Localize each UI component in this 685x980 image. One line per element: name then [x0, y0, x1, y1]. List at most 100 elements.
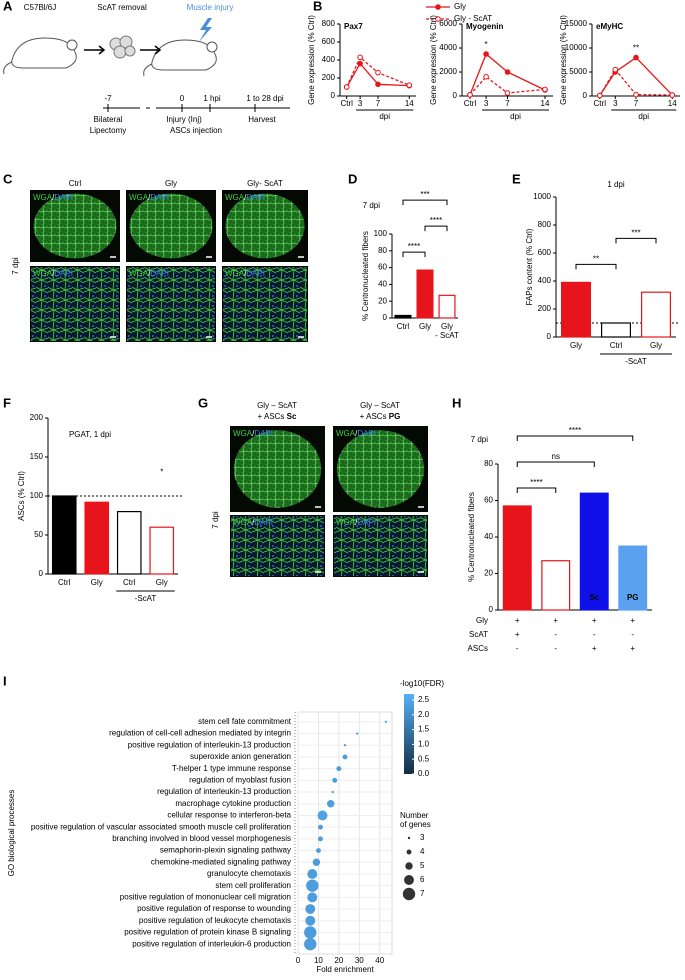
stain-label: WGA/DAPI — [33, 193, 73, 202]
fat-pad — [109, 35, 136, 59]
point — [336, 766, 342, 772]
point — [375, 81, 381, 88]
panel-label: E — [512, 171, 521, 186]
y-tick-label: regulation of myoblast fusion — [189, 775, 291, 784]
x-axis-label: dpi — [379, 112, 390, 121]
stain-b: DAPI — [254, 518, 273, 527]
y-tick-label: superoxide anion generation — [190, 752, 291, 761]
significance-bracket — [424, 225, 448, 232]
y-tick-label: 0 — [583, 91, 588, 100]
stain-a: WGA — [336, 518, 356, 527]
step: Muscle injury — [187, 3, 234, 12]
significance-bracket — [516, 461, 595, 467]
table-cell: + — [553, 616, 558, 625]
size-key — [405, 862, 413, 870]
chart-title: PGAT, 1 dpi — [69, 430, 111, 439]
bar — [502, 505, 532, 611]
point — [384, 720, 388, 724]
muscle-fibers — [223, 267, 307, 341]
point — [633, 54, 639, 61]
mouse — [143, 39, 218, 77]
panel-label: H — [452, 395, 461, 410]
series-line — [599, 56, 673, 96]
x-tick-label: Ctrl — [58, 578, 71, 587]
y-tick-label: T-helper 1 type immune response — [172, 764, 292, 773]
point — [483, 51, 489, 57]
point — [331, 790, 334, 794]
y-axis-label: ASCs (% Ctrl) — [17, 471, 26, 521]
bar — [640, 291, 671, 338]
bar — [394, 314, 412, 319]
x-tick-label: Gly — [441, 322, 453, 331]
legend-title: Number — [400, 811, 429, 820]
point — [304, 937, 317, 951]
y-tick-label: semaphorin-plexin signaling pathway — [160, 846, 291, 855]
bar — [541, 560, 571, 611]
y-tick-label: 20 — [378, 296, 387, 305]
arrow — [84, 45, 162, 55]
significance: ** — [593, 255, 599, 264]
column-title: Gly – ScAT — [360, 401, 400, 410]
y-tick-label: 40 — [378, 280, 387, 289]
y-tick-label: 800 — [322, 19, 336, 28]
muscle-fibers — [231, 516, 324, 576]
significance: *** — [631, 229, 640, 238]
significance: **** — [430, 216, 442, 225]
stain-sep: / — [355, 429, 358, 438]
x-tick-label: 3 — [613, 99, 618, 108]
x-tick-label: Gly — [570, 341, 582, 350]
stain-a: WGA — [336, 429, 356, 438]
bar — [600, 322, 631, 338]
x-tick-label: Gly — [156, 578, 168, 587]
table-cell: + — [515, 616, 520, 625]
point — [612, 66, 619, 73]
significance: ** — [633, 44, 639, 53]
event: ASCs injection — [170, 126, 222, 135]
point — [318, 824, 323, 830]
muscle-section — [33, 193, 117, 259]
y-tick-label: 800 — [538, 220, 552, 229]
point — [307, 892, 318, 903]
size-label: 7 — [420, 889, 425, 898]
y-tick-label: 400 — [538, 276, 552, 285]
y-tick-label: 0 — [331, 91, 336, 100]
significance: * — [160, 467, 163, 476]
y-tick-label: 600 — [322, 37, 336, 46]
stain-label: WGA/DAPI — [233, 429, 273, 438]
table-cell: - — [554, 630, 557, 639]
muscle-fibers — [334, 516, 427, 576]
y-axis-label: Gene expression (% Ctrl) — [307, 15, 316, 105]
strain: C57Bl/6J — [24, 3, 56, 12]
y-tick-label: 200 — [30, 413, 44, 422]
y-tick-label: 0 — [547, 332, 552, 341]
y-tick-label: 10000 — [565, 43, 588, 52]
table-cell: + — [515, 630, 520, 639]
stain-b: DAPI — [54, 269, 73, 278]
colorbar-label: 0.0 — [418, 769, 430, 778]
point — [304, 926, 317, 939]
y-tick-label: regulation of interleukin-13 production — [157, 787, 291, 796]
y-axis-label: % Centronucleated fibers — [361, 231, 370, 321]
legend-marker — [435, 16, 441, 22]
chart-title: 7 dpi — [471, 435, 489, 444]
series-line — [346, 56, 410, 88]
row-label: 7 dpi — [11, 257, 20, 275]
table-row-label: Gly — [476, 616, 488, 625]
bar — [438, 294, 456, 319]
y-tick-label: branching involved in blood vessel morph… — [112, 834, 291, 843]
point — [375, 69, 381, 76]
significance-bracket — [615, 237, 657, 244]
bar — [51, 495, 77, 575]
injury-icon — [199, 18, 212, 42]
panel-label: I — [3, 673, 7, 688]
y-tick-label: 50 — [34, 530, 43, 539]
y-tick-label: granulocyte chemotaxis — [207, 869, 291, 878]
legend-label: Gly - ScAT — [454, 14, 492, 23]
significance: **** — [408, 242, 420, 251]
chart-title: Myogenin — [466, 22, 503, 31]
point — [467, 92, 473, 98]
table-cell: - — [593, 630, 596, 639]
size-key — [406, 849, 412, 855]
y-tick-label: stem cell proliferation — [215, 881, 291, 890]
column-title: Gly — [165, 179, 177, 188]
